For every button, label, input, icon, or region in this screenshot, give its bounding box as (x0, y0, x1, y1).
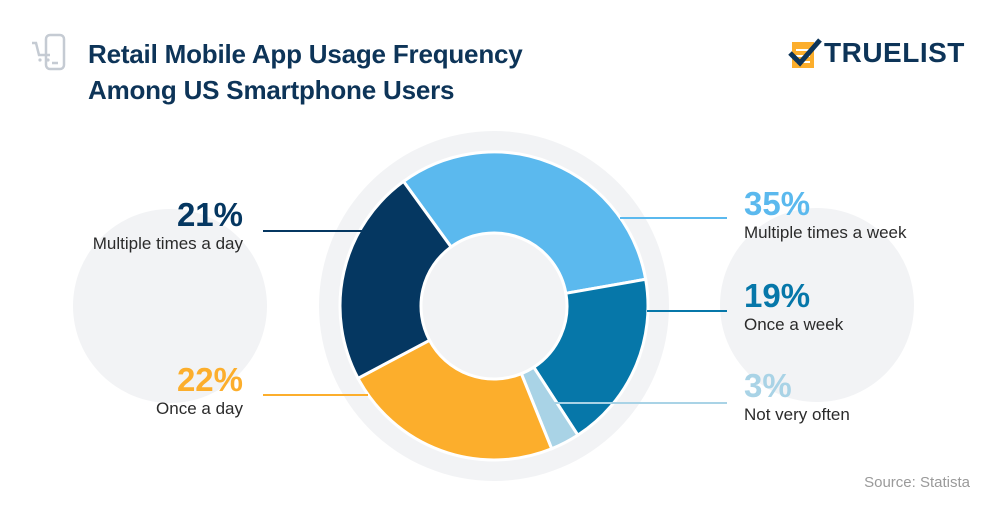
title-line-2: Among US Smartphone Users (88, 75, 455, 105)
segment-once-a-day (355, 338, 554, 462)
label-multiple-times-a-week: 35% Multiple times a week (744, 185, 907, 243)
checklist-icon (788, 38, 822, 68)
label-not-very-often: 3% Not very often (744, 367, 850, 425)
chart-title: Retail Mobile App Usage Frequency Among … (88, 36, 523, 108)
title-line-1: Retail Mobile App Usage Frequency (88, 39, 523, 69)
mobile-shopping-cart-icon (32, 33, 66, 71)
segment-once-a-week (531, 277, 650, 438)
label-multiple-times-a-day: 21% Multiple times a day (92, 196, 243, 254)
segment-multiple-times-a-day (338, 179, 454, 381)
bg-circle-left (73, 209, 267, 403)
label-once-a-week: 19% Once a week (744, 277, 844, 335)
source-note: Source: Statista (864, 474, 970, 491)
segment-multiple-times-a-week (401, 150, 648, 296)
bg-circle-right (720, 208, 914, 402)
truelist-logo: TRUELIST (788, 36, 978, 70)
logo-text: TRUELIST (824, 37, 965, 68)
label-once-a-day: 22% Once a day (156, 361, 243, 419)
